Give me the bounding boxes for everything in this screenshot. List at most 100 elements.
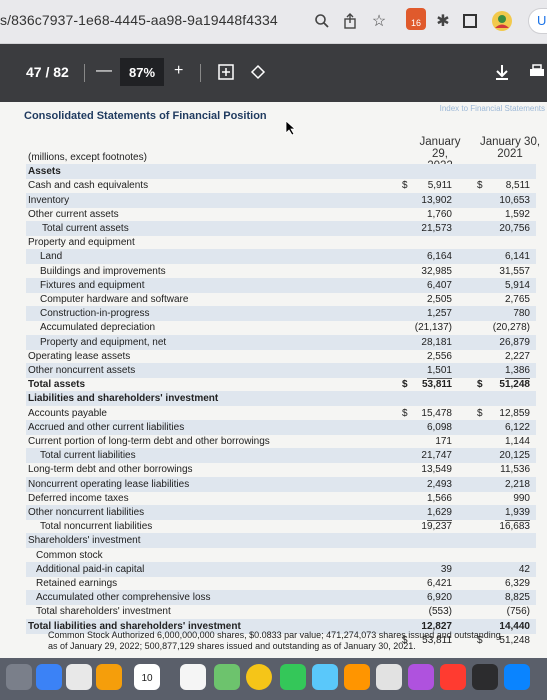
rotate-icon[interactable] xyxy=(246,60,270,84)
currency-sign: $ xyxy=(477,379,483,391)
app-icon[interactable] xyxy=(312,664,338,690)
row-label: Other current assets xyxy=(28,208,119,220)
app-icon[interactable] xyxy=(36,664,62,690)
url-text[interactable]: s/836c7937-1e68-4445-aa98-9a19448f4334 xyxy=(0,12,278,28)
calendar-app-icon[interactable]: 10 xyxy=(134,664,160,690)
value-2021: 1,939 xyxy=(504,505,530,521)
app-icon[interactable] xyxy=(376,664,402,690)
value-2022: 1,629 xyxy=(426,505,452,521)
app-icon[interactable] xyxy=(440,664,466,690)
value-2021: 2,218 xyxy=(504,478,530,490)
row-label: Accumulated other comprehensive loss xyxy=(36,592,211,604)
value-2022: 12,827 xyxy=(421,620,452,632)
profile-avatar-icon[interactable] xyxy=(491,10,513,32)
row-label: Total assets xyxy=(28,379,86,391)
pdf-page: Index to Financial Statements Consolidat… xyxy=(0,102,547,658)
table-row: Accounts payable $15,478 $12,859 xyxy=(26,406,536,421)
zoom-in-button[interactable]: + xyxy=(174,62,184,79)
row-label: Noncurrent operating lease liabilities xyxy=(28,478,190,490)
value-2021: 12,859 xyxy=(499,407,530,419)
value-2022: 1,501 xyxy=(426,363,452,379)
app-icon[interactable] xyxy=(280,664,306,690)
table-row: Current portion of long-term debt and ot… xyxy=(26,434,536,450)
row-label: Buildings and improvements xyxy=(40,265,166,277)
value-2022: 6,920 xyxy=(426,592,452,604)
value-2022: 13,549 xyxy=(421,464,452,476)
currency-sign: $ xyxy=(477,407,483,419)
value-2022: 32,985 xyxy=(421,265,452,277)
bookmark-star-icon[interactable]: ☆ xyxy=(371,13,387,30)
row-label: Liabilities and shareholders' investment xyxy=(28,393,219,405)
row-label: Total current assets xyxy=(42,223,129,234)
table-row: Other current assets 1,760 1,592 xyxy=(26,207,536,223)
row-label: Inventory xyxy=(28,194,70,206)
app-icon[interactable] xyxy=(246,664,272,690)
row-label: Common stock xyxy=(36,549,103,561)
currency-sign: $ xyxy=(402,407,408,419)
download-icon[interactable] xyxy=(490,60,514,84)
browser-address-bar[interactable]: s/836c7937-1e68-4445-aa98-9a19448f4334 ☆… xyxy=(0,0,547,44)
update-button[interactable]: Up xyxy=(528,8,547,34)
row-label: Property and equipment, net xyxy=(40,336,167,348)
row-label: Accrued and other current liabilities xyxy=(28,421,185,433)
row-label: Long-term debt and other borrowings xyxy=(28,464,193,476)
table-row: Other noncurrent liabilities 1,629 1,939 xyxy=(26,505,536,521)
row-label: Additional paid-in capital xyxy=(36,563,145,575)
extension-puzzle-icon[interactable]: ✱ xyxy=(436,13,450,30)
app-icon[interactable] xyxy=(96,664,122,690)
value-2021: 990 xyxy=(513,492,530,504)
value-2021: 20,125 xyxy=(499,450,530,462)
value-2022: 2,493 xyxy=(426,478,452,490)
table-row: Common stock xyxy=(26,548,536,563)
index-link[interactable]: Index to Financial Statements xyxy=(439,104,545,113)
share-icon[interactable] xyxy=(339,10,361,32)
value-2022: 1,566 xyxy=(426,492,452,504)
fit-page-icon[interactable] xyxy=(214,60,238,84)
value-2021: 2,227 xyxy=(504,350,530,362)
toolbar-divider xyxy=(84,64,85,82)
table-row: (millions, except footnotes) xyxy=(26,150,536,165)
app-icon[interactable] xyxy=(472,664,498,690)
row-label: Land xyxy=(40,251,63,263)
page-indicator[interactable]: 47 / 82 xyxy=(26,64,69,80)
footnote-line-1: Common Stock Authorized 6,000,000,000 sh… xyxy=(48,630,501,640)
value-2022: 28,181 xyxy=(421,336,452,348)
row-label: Computer hardware and software xyxy=(40,294,189,305)
value-2022: 53,811 xyxy=(422,634,452,646)
zoom-out-button[interactable]: — xyxy=(96,62,112,79)
zoom-level-field[interactable]: 87% xyxy=(120,58,164,86)
footnote-line-2: as of January 29, 2022; 500,877,129 shar… xyxy=(48,641,416,651)
value-2021: 11,536 xyxy=(500,464,530,476)
row-label: (millions, except footnotes) xyxy=(28,152,147,163)
app-icon[interactable] xyxy=(344,664,370,690)
zoom-magnifier-icon[interactable] xyxy=(311,10,333,32)
table-row: Buildings and improvements 32,985 31,557 xyxy=(26,264,536,279)
app-icon[interactable] xyxy=(180,664,206,690)
table-row: Liabilities and shareholders' investment xyxy=(26,391,536,407)
window-icon[interactable] xyxy=(459,10,481,32)
row-label: Cash and cash equivalents xyxy=(28,180,149,192)
app-icon[interactable] xyxy=(504,664,530,690)
print-icon[interactable] xyxy=(525,60,547,84)
value-2021: 6,122 xyxy=(504,421,530,433)
app-icon[interactable] xyxy=(214,664,240,690)
currency-sign: $ xyxy=(477,180,483,192)
currency-sign: $ xyxy=(402,180,408,192)
table-row: Noncurrent operating lease liabilities 2,… xyxy=(26,476,536,492)
row-label: Total noncurrent liabilities xyxy=(40,521,153,533)
mouse-cursor-icon xyxy=(285,120,297,136)
value-2021: 10,653 xyxy=(499,194,530,206)
value-2021: 6,329 xyxy=(504,578,530,589)
table-row: Property and equipment, net 28,181 26,879 xyxy=(26,334,536,350)
row-label: Deferred income taxes xyxy=(28,492,129,504)
value-2022: 19,237 xyxy=(421,521,452,533)
extension-badge[interactable]: 16 xyxy=(406,8,426,30)
app-icon[interactable] xyxy=(6,664,32,690)
row-label: Operating lease assets xyxy=(28,350,131,362)
app-icon[interactable] xyxy=(66,664,92,690)
row-label: Property and equipment xyxy=(28,237,135,249)
currency-sign: $ xyxy=(477,634,483,646)
app-icon[interactable] xyxy=(408,664,434,690)
table-row: Total liabilities and shareholders' inve… xyxy=(26,618,536,634)
value-2021: 51,248 xyxy=(499,634,530,646)
